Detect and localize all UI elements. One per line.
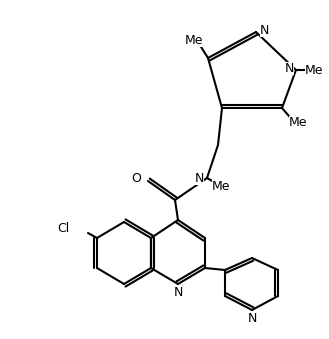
Text: N: N [285, 61, 294, 75]
Text: N: N [173, 285, 183, 299]
Text: N: N [247, 312, 257, 324]
Text: Cl: Cl [58, 221, 70, 235]
Text: O: O [131, 173, 141, 185]
Text: Me: Me [305, 63, 323, 77]
Text: N: N [260, 23, 269, 37]
Text: Me: Me [289, 116, 307, 128]
Text: Me: Me [212, 179, 230, 193]
Text: Me: Me [185, 34, 203, 46]
Text: N: N [195, 172, 204, 184]
